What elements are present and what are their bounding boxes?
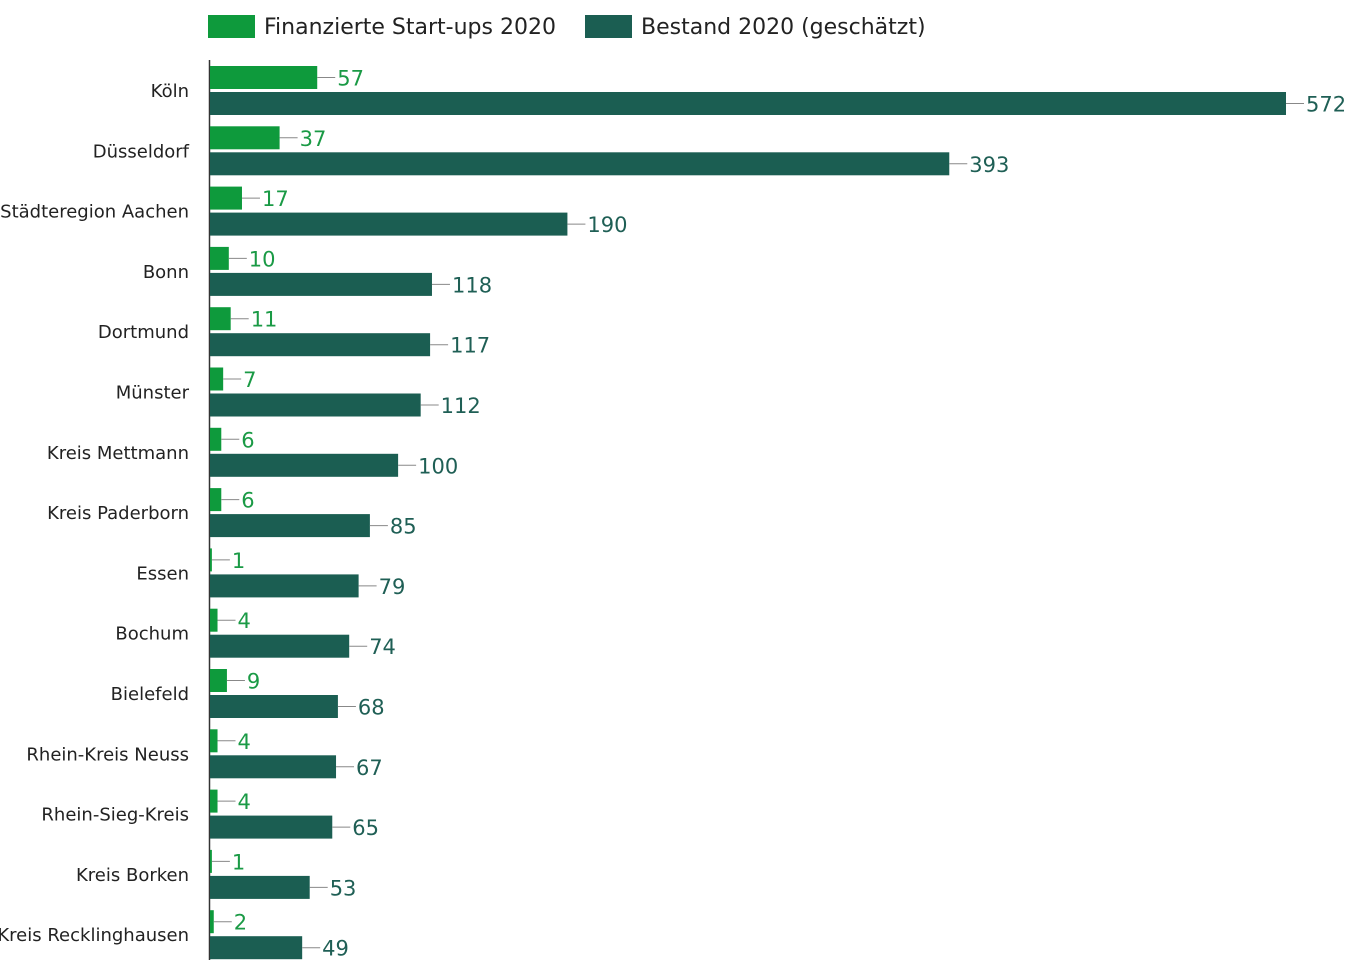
bar-bestand-bonn-label: 118 [452, 273, 492, 297]
bar-finanzierte-dortmund-label: 11 [251, 308, 278, 332]
bar-finanzierte-dortmund [210, 307, 231, 331]
bar-bestand-essen [210, 574, 359, 598]
bar-bestand-bochum [210, 634, 350, 658]
bar-bestand-bochum-label: 74 [369, 635, 396, 659]
bar-bestand-kreis-recklinghausen [210, 936, 303, 960]
bar-bestand-kreis-mettmann-label: 100 [418, 454, 458, 478]
bar-bestand-staedteregion-aachen-label: 190 [587, 213, 627, 237]
bar-bestand-bielefeld [210, 695, 338, 718]
bar-finanzierte-bonn [210, 246, 229, 270]
category-label-staedteregion-aachen: Städteregion Aachen [0, 202, 189, 223]
bar-bestand-bonn [210, 272, 432, 296]
bar-finanzierte-rhein-sieg-kreis-label: 4 [238, 790, 251, 814]
bar-bestand-dortmund [210, 333, 431, 357]
bar-bestand-muenster-label: 112 [441, 394, 481, 418]
bar-finanzierte-rhein-kreis-neuss [210, 729, 218, 753]
bar-finanzierte-duesseldorf-label: 37 [300, 127, 327, 151]
bar-finanzierte-kreis-recklinghausen-label: 2 [234, 911, 247, 935]
bar-bestand-muenster [210, 393, 421, 417]
category-label-kreis-mettmann: Kreis Mettmann [47, 443, 189, 464]
category-label-essen: Essen [136, 563, 189, 584]
bar-finanzierte-koeln [210, 66, 318, 89]
category-label-dortmund: Dortmund [98, 322, 189, 343]
bar-bestand-kreis-paderborn [210, 514, 370, 538]
category-label-kreis-borken: Kreis Borken [76, 865, 189, 886]
bar-finanzierte-muenster-label: 7 [243, 368, 256, 392]
legend-label-finanzierte: Finanzierte Start-ups 2020 [264, 15, 556, 40]
bar-finanzierte-bochum-label: 4 [238, 609, 251, 633]
category-label-duesseldorf: Düsseldorf [93, 141, 190, 162]
bar-finanzierte-staedteregion-aachen-label: 17 [262, 187, 289, 211]
bar-bestand-koeln [210, 92, 1286, 115]
bar-finanzierte-kreis-paderborn-label: 6 [241, 489, 254, 513]
bar-finanzierte-kreis-mettmann [210, 427, 222, 451]
bar-finanzierte-rhein-kreis-neuss-label: 4 [238, 730, 251, 754]
bar-finanzierte-kreis-recklinghausen [210, 910, 214, 934]
bar-bestand-rhein-kreis-neuss-label: 67 [356, 756, 383, 780]
bar-bestand-kreis-paderborn-label: 85 [390, 515, 417, 539]
category-label-rhein-sieg-kreis: Rhein-Sieg-Kreis [41, 805, 189, 826]
bar-finanzierte-duesseldorf [210, 126, 280, 150]
bar-finanzierte-koeln-label: 57 [337, 67, 364, 91]
bar-finanzierte-essen-label: 1 [232, 549, 245, 573]
category-label-kreis-recklinghausen: Kreis Recklinghausen [0, 925, 189, 946]
bar-bestand-kreis-mettmann [210, 453, 399, 477]
category-label-bielefeld: Bielefeld [111, 684, 189, 705]
bar-finanzierte-kreis-borken-label: 1 [232, 850, 245, 874]
bar-bestand-duesseldorf-label: 393 [969, 153, 1009, 177]
bar-bestand-staedteregion-aachen [210, 212, 568, 236]
bar-finanzierte-staedteregion-aachen [210, 186, 242, 210]
bar-finanzierte-bonn-label: 10 [249, 247, 276, 271]
bar-bestand-kreis-borken [210, 875, 310, 899]
bar-finanzierte-muenster [210, 367, 224, 391]
bar-finanzierte-essen [210, 548, 212, 572]
bar-finanzierte-kreis-mettmann-label: 6 [241, 428, 254, 452]
bar-bestand-bielefeld-label: 68 [358, 696, 385, 720]
category-label-bochum: Bochum [115, 624, 189, 645]
bar-finanzierte-bielefeld-label: 9 [247, 670, 260, 694]
category-label-rhein-kreis-neuss: Rhein-Kreis Neuss [26, 744, 189, 765]
bar-bestand-duesseldorf [210, 152, 950, 176]
bar-bestand-essen-label: 79 [379, 575, 406, 599]
legend-label-bestand: Bestand 2020 (geschätzt) [641, 15, 926, 40]
category-label-muenster: Münster [116, 383, 190, 404]
category-label-koeln: Köln [151, 81, 189, 102]
bar-bestand-dortmund-label: 117 [450, 334, 490, 358]
bar-bestand-rhein-kreis-neuss [210, 755, 337, 779]
bar-finanzierte-kreis-borken [210, 849, 212, 873]
bar-finanzierte-rhein-sieg-kreis [210, 789, 218, 813]
bar-finanzierte-bielefeld [210, 669, 227, 692]
bar-bestand-kreis-recklinghausen-label: 49 [322, 937, 349, 960]
bar-bestand-koeln-label: 572 [1306, 93, 1346, 117]
bar-finanzierte-kreis-paderborn [210, 488, 222, 512]
bar-bestand-rhein-sieg-kreis [210, 815, 333, 839]
legend-swatch-finanzierte [208, 15, 255, 38]
bar-bestand-rhein-sieg-kreis-label: 65 [352, 816, 379, 840]
bar-bestand-kreis-borken-label: 53 [330, 876, 357, 900]
category-label-kreis-paderborn: Kreis Paderborn [47, 503, 189, 524]
legend-swatch-bestand [585, 15, 632, 38]
bar-finanzierte-bochum [210, 608, 218, 632]
category-label-bonn: Bonn [143, 262, 189, 283]
